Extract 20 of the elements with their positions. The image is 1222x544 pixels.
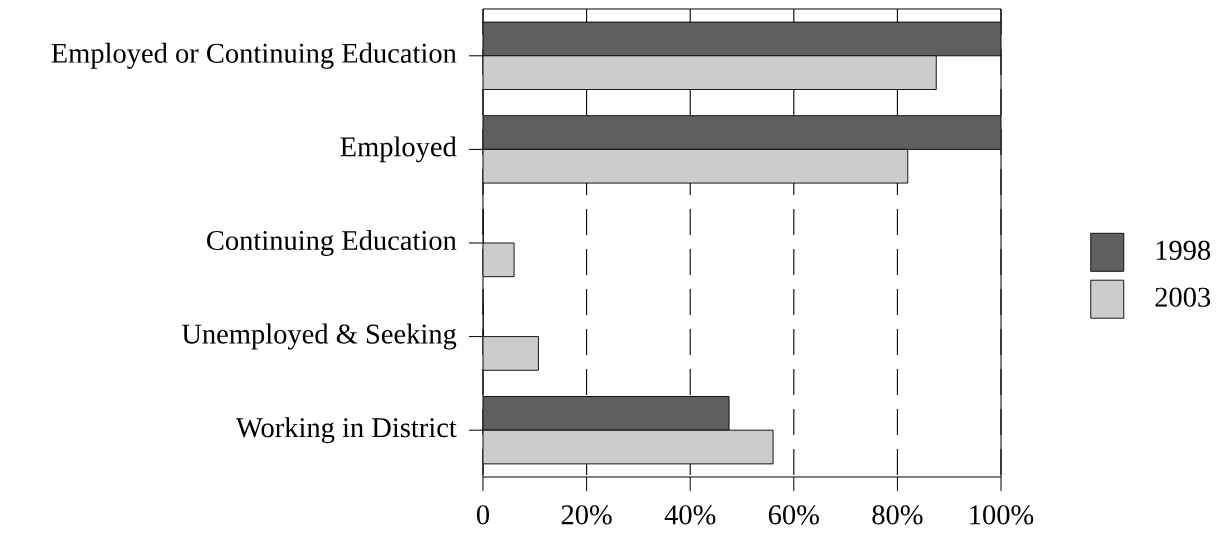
bar — [483, 21, 1002, 57]
bar — [483, 336, 539, 371]
bar — [483, 429, 774, 465]
y-tick-label: Employed — [340, 136, 457, 163]
legend-label: 1998 — [1156, 240, 1211, 260]
y-tick-label: Continuing Education — [207, 230, 457, 256]
y-tick-label: Unemployed & Seeking — [181, 323, 457, 350]
bar — [483, 55, 937, 90]
x-tick-label: 60% — [768, 505, 819, 525]
bar — [483, 148, 909, 184]
x-tick-label: 40% — [664, 505, 716, 525]
x-tick-label: 0 — [476, 505, 490, 525]
legend-label: 2003 — [1155, 287, 1211, 307]
x-tick-label: 80% — [872, 505, 923, 525]
y-tick-label: Working in District — [235, 417, 457, 444]
x-tick-label: 100% — [970, 505, 1034, 525]
bar — [483, 115, 1002, 150]
bar — [483, 396, 730, 431]
y-tick-label: Employed or Continuing Education — [51, 42, 457, 69]
x-tick-label: 20% — [561, 505, 612, 525]
